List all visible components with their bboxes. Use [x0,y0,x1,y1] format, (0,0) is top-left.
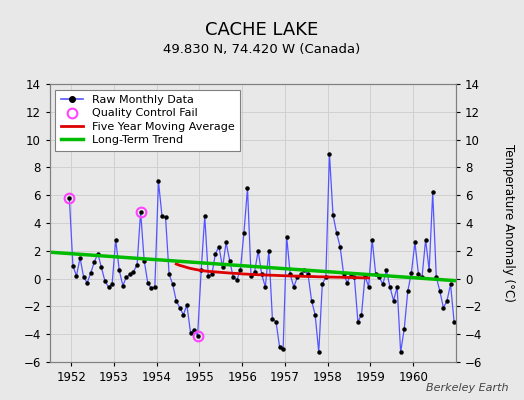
Text: CACHE LAKE: CACHE LAKE [205,21,319,39]
Text: 49.830 N, 74.420 W (Canada): 49.830 N, 74.420 W (Canada) [163,44,361,56]
Legend: Raw Monthly Data, Quality Control Fail, Five Year Moving Average, Long-Term Tren: Raw Monthly Data, Quality Control Fail, … [56,90,241,151]
Text: Berkeley Earth: Berkeley Earth [426,383,508,393]
Y-axis label: Temperature Anomaly (°C): Temperature Anomaly (°C) [501,144,515,302]
